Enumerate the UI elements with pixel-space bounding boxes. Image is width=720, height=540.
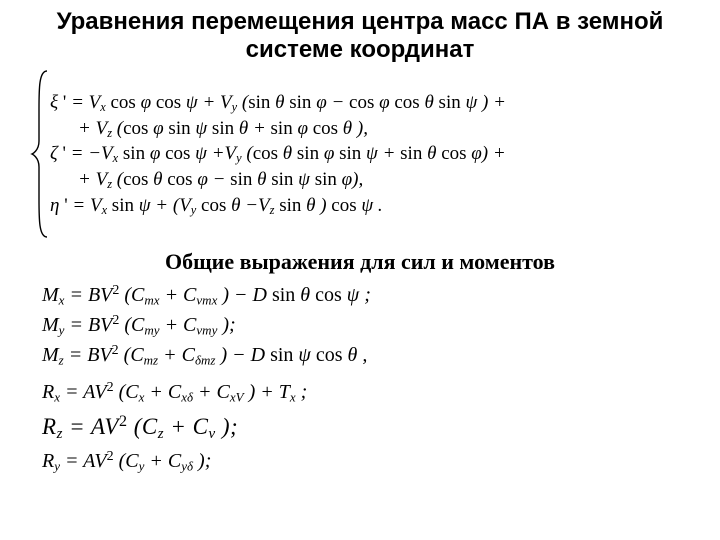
eq-mz: Mz = BV2 (Cmz + Cδmz ) − D sin ψ cos θ , [42,341,700,370]
eq-mx: Mx = BV2 (Cmx + Cvmx ) − D sin θ cos ψ ; [42,281,700,310]
left-brace-icon [30,69,50,239]
forces-block: Rx = AV2 (Cx + Cxδ + CxV ) + Tx ; Rz = A… [42,378,700,476]
eq-rz: Rz = AV2 (Cz + Cv ); [42,409,700,447]
eq-ry: Ry = AV2 (Cy + Cyδ ); [42,447,700,476]
eq-xi-line2: + Vz (cos φ sin ψ sin θ + sin φ cos θ ), [50,116,506,142]
page-title: Уравнения перемещения центра масс ПА в з… [20,8,700,63]
system-body: ξ ' = Vx cos φ cos ψ + Vy (sin θ sin φ −… [50,69,506,239]
slide: { "title": "Уравнения перемещения центра… [0,0,720,540]
moments-block: Mx = BV2 (Cmx + Cvmx ) − D sin θ cos ψ ;… [42,281,700,370]
equation-system: ξ ' = Vx cos φ cos ψ + Vy (sin θ sin φ −… [30,69,700,239]
eq-my: My = BV2 (Cmy + Cvmy ); [42,311,700,340]
eq-xi-line1: ξ ' = Vx cos φ cos ψ + Vy (sin θ sin φ −… [50,90,506,116]
eq-rx: Rx = AV2 (Cx + Cxδ + CxV ) + Tx ; [42,378,700,407]
eq-zeta-line1: ζ ' = −Vx sin φ cos ψ +Vy (cos θ sin φ s… [50,141,506,167]
eq-zeta-line2: + Vz (cos θ cos φ − sin θ sin ψ sin φ), [50,167,506,193]
subheading: Общие выражения для сил и моментов [20,249,700,275]
eq-eta: η ' = Vx sin ψ + (Vy cos θ −Vz sin θ ) c… [50,193,506,219]
